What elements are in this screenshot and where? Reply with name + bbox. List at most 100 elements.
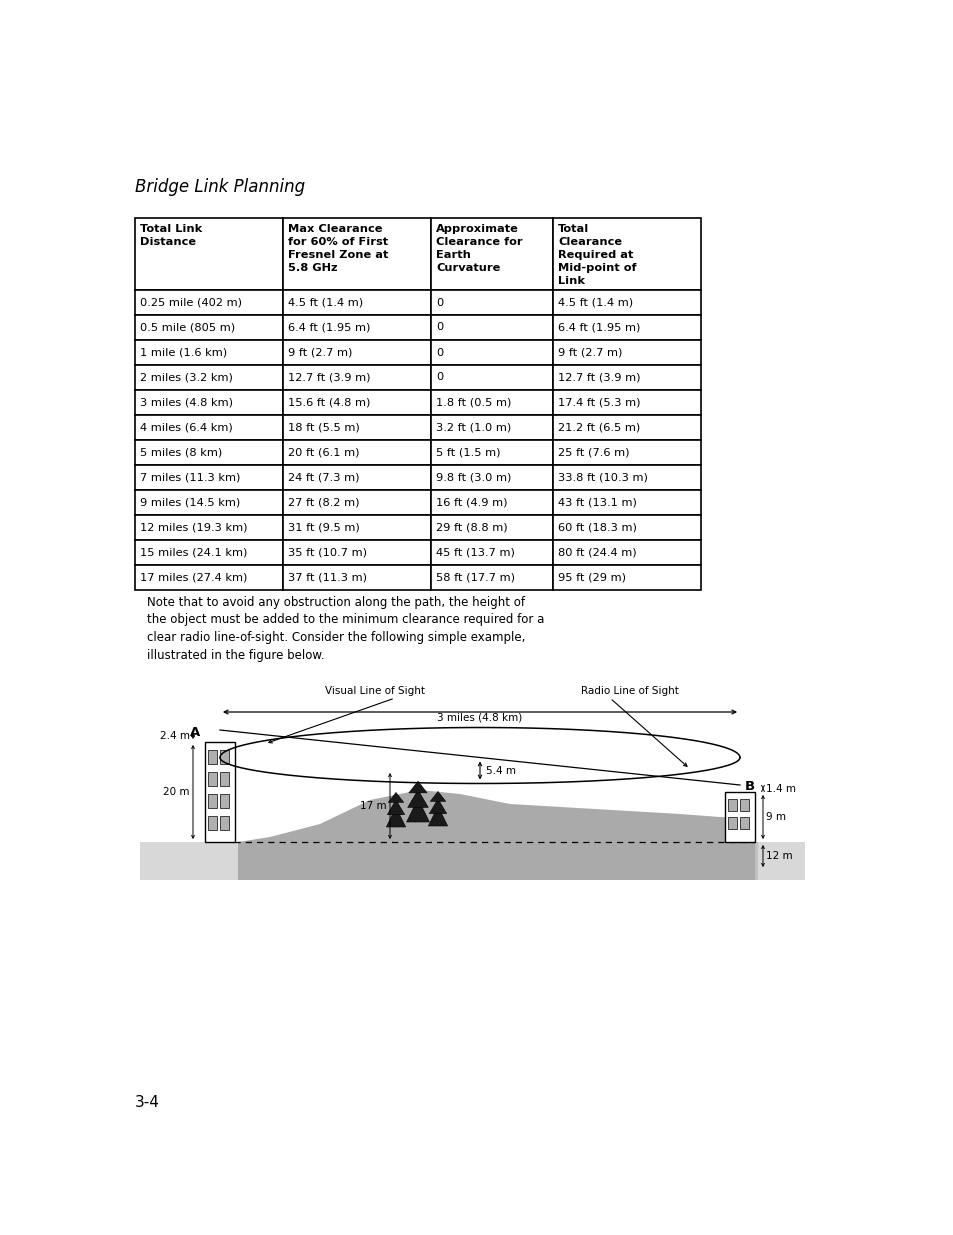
Text: 2 miles (3.2 km): 2 miles (3.2 km)	[140, 373, 233, 383]
Text: 20 m: 20 m	[163, 787, 190, 797]
Text: 12 miles (19.3 km): 12 miles (19.3 km)	[140, 522, 247, 532]
Text: 0: 0	[436, 322, 443, 332]
Text: Total Link: Total Link	[140, 224, 202, 233]
Text: B: B	[744, 781, 755, 794]
Text: 9 ft (2.7 m): 9 ft (2.7 m)	[558, 347, 621, 357]
Text: 5 miles (8 km): 5 miles (8 km)	[140, 447, 222, 457]
Text: 3.2 ft (1.0 m): 3.2 ft (1.0 m)	[436, 422, 511, 432]
Text: 24 ft (7.3 m): 24 ft (7.3 m)	[288, 473, 359, 483]
Bar	[283, 515, 431, 540]
Polygon shape	[428, 806, 447, 826]
Text: A: A	[190, 725, 200, 739]
Text: 6.4 ft (1.95 m): 6.4 ft (1.95 m)	[288, 322, 370, 332]
Text: for 60% of First: for 60% of First	[288, 237, 388, 247]
Text: 3 miles (4.8 km): 3 miles (4.8 km)	[140, 398, 233, 408]
Bar	[431, 466, 553, 490]
Polygon shape	[388, 793, 403, 803]
Text: 18 ft (5.5 m): 18 ft (5.5 m)	[288, 422, 359, 432]
Text: 35 ft (10.7 m): 35 ft (10.7 m)	[288, 547, 367, 557]
Text: 58 ft (17.7 m): 58 ft (17.7 m)	[436, 573, 515, 583]
Polygon shape	[409, 782, 427, 793]
Bar	[553, 366, 700, 390]
Text: 37 ft (11.3 m): 37 ft (11.3 m)	[288, 573, 367, 583]
Text: 3-4: 3-4	[135, 1095, 160, 1110]
Text: 25 ft (7.6 m): 25 ft (7.6 m)	[558, 447, 629, 457]
Bar	[220, 750, 229, 764]
Text: 0.5 mile (805 m): 0.5 mile (805 m)	[140, 322, 234, 332]
Text: Link: Link	[558, 275, 584, 287]
Bar	[553, 490, 700, 515]
Text: Total: Total	[558, 224, 589, 233]
Text: Bridge Link Planning: Bridge Link Planning	[135, 178, 305, 196]
Bar	[208, 816, 216, 830]
Text: 80 ft (24.4 m): 80 ft (24.4 m)	[558, 547, 636, 557]
Bar	[727, 799, 737, 811]
Bar	[431, 490, 553, 515]
Text: 9 m: 9 m	[765, 811, 785, 823]
Bar	[135, 290, 283, 315]
Text: 6.4 ft (1.95 m): 6.4 ft (1.95 m)	[558, 322, 639, 332]
Text: 4.5 ft (1.4 m): 4.5 ft (1.4 m)	[558, 298, 633, 308]
Bar	[431, 515, 553, 540]
Text: 1.4 m: 1.4 m	[765, 783, 795, 794]
Text: 15 miles (24.1 km): 15 miles (24.1 km)	[140, 547, 247, 557]
Polygon shape	[429, 799, 446, 814]
Bar	[431, 290, 553, 315]
Text: 7 miles (11.3 km): 7 miles (11.3 km)	[140, 473, 240, 483]
Text: 29 ft (8.8 m): 29 ft (8.8 m)	[436, 522, 507, 532]
Text: 17.4 ft (5.3 m): 17.4 ft (5.3 m)	[558, 398, 639, 408]
Bar	[135, 540, 283, 564]
Bar	[237, 842, 758, 881]
Text: 43 ft (13.1 m): 43 ft (13.1 m)	[558, 498, 637, 508]
Bar	[283, 290, 431, 315]
Bar	[135, 315, 283, 340]
Text: 1 mile (1.6 km): 1 mile (1.6 km)	[140, 347, 227, 357]
Polygon shape	[406, 799, 429, 823]
Bar	[283, 415, 431, 440]
Bar	[283, 315, 431, 340]
Text: 5 ft (1.5 m): 5 ft (1.5 m)	[436, 447, 500, 457]
Text: 5.8 GHz: 5.8 GHz	[288, 263, 337, 273]
Bar	[220, 794, 229, 808]
Text: 0: 0	[436, 373, 443, 383]
Bar	[135, 490, 283, 515]
Bar	[283, 490, 431, 515]
Bar	[431, 564, 553, 590]
Bar	[205, 742, 234, 842]
Text: clear radio line-of-sight. Consider the following simple example,: clear radio line-of-sight. Consider the …	[147, 631, 525, 643]
Text: 9.8 ft (3.0 m): 9.8 ft (3.0 m)	[436, 473, 511, 483]
Text: 17 m: 17 m	[360, 802, 387, 811]
Text: Clearance for: Clearance for	[436, 237, 522, 247]
Bar	[431, 540, 553, 564]
Text: Fresnel Zone at: Fresnel Zone at	[288, 249, 388, 261]
Text: 16 ft (4.9 m): 16 ft (4.9 m)	[436, 498, 507, 508]
Bar	[135, 366, 283, 390]
Bar	[135, 466, 283, 490]
Text: 3 miles (4.8 km): 3 miles (4.8 km)	[436, 713, 522, 722]
Bar	[135, 219, 283, 290]
Bar	[431, 415, 553, 440]
Bar	[135, 415, 283, 440]
Text: 21.2 ft (6.5 m): 21.2 ft (6.5 m)	[558, 422, 639, 432]
Text: 9 ft (2.7 m): 9 ft (2.7 m)	[288, 347, 352, 357]
Bar	[283, 440, 431, 466]
Bar	[208, 794, 216, 808]
Text: Note that to avoid any obstruction along the path, the height of: Note that to avoid any obstruction along…	[147, 597, 524, 609]
Text: 27 ft (8.2 m): 27 ft (8.2 m)	[288, 498, 359, 508]
Bar	[553, 540, 700, 564]
Text: 20 ft (6.1 m): 20 ft (6.1 m)	[288, 447, 359, 457]
Bar	[283, 390, 431, 415]
Text: 5.4 m: 5.4 m	[485, 766, 516, 776]
Bar	[553, 466, 700, 490]
Text: 1.8 ft (0.5 m): 1.8 ft (0.5 m)	[436, 398, 511, 408]
Text: 33.8 ft (10.3 m): 33.8 ft (10.3 m)	[558, 473, 647, 483]
Bar	[740, 818, 748, 829]
Text: 0.25 mile (402 m): 0.25 mile (402 m)	[140, 298, 242, 308]
Bar	[208, 750, 216, 764]
Bar	[740, 799, 748, 811]
Text: Radio Line of Sight: Radio Line of Sight	[580, 685, 679, 697]
Bar	[283, 564, 431, 590]
Bar	[553, 219, 700, 290]
Text: 0: 0	[436, 347, 443, 357]
Bar	[727, 818, 737, 829]
